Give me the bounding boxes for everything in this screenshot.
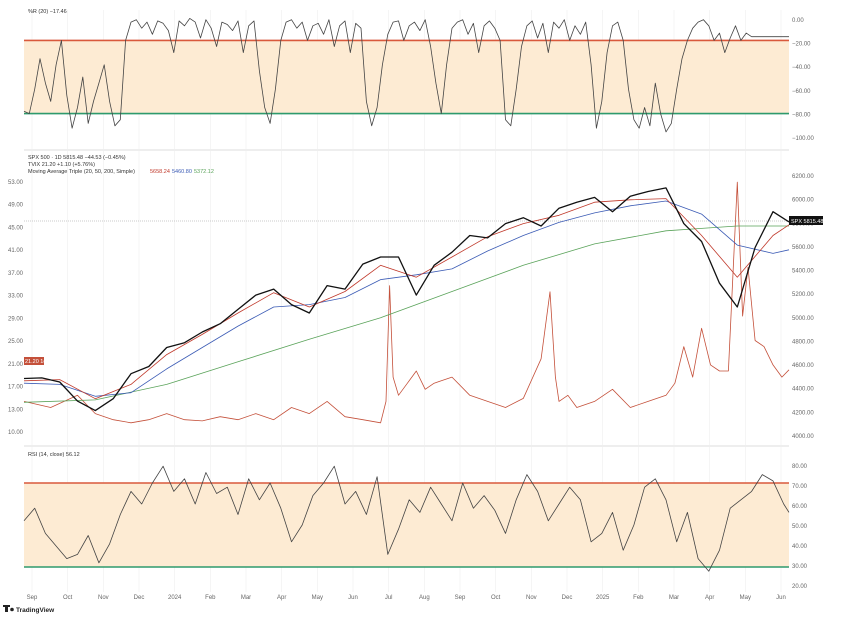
vix-scale: 53.00 49.00 45.00 41.00 37.00 33.00 29.00 25.00…	[8, 180, 24, 436]
spx-tick-label: 5600.00	[792, 245, 814, 251]
time-axis-tick-label: Jun	[348, 595, 358, 601]
williams-r-tick-label: −100.00	[792, 136, 815, 142]
spx-tick-label: 4200.00	[792, 410, 814, 416]
time-axis-tick-label: Mar	[669, 595, 679, 601]
vix-tick-label: 25.00	[8, 339, 24, 345]
spx-price-line	[23, 187, 790, 412]
rsi-tick-label: 60.00	[792, 504, 808, 510]
spx-price-scale: 6200.006000.005800.005600.005400.005200.…	[792, 174, 814, 440]
vix-value-tag: 21.20 1d	[24, 357, 46, 365]
vix-tick-label: 49.00	[8, 203, 24, 209]
time-axis-tick-label: Dec	[134, 595, 145, 601]
time-axis-tick-label: Feb	[633, 595, 644, 601]
spx-tick-label: 6000.00	[792, 198, 814, 204]
time-axis-tick-label: Nov	[526, 595, 537, 601]
williams-r-tick-label: −80.00	[792, 112, 811, 118]
spx-price-tag-text: SPX 5815.48	[791, 219, 823, 225]
vix-tick-label: 37.00	[8, 271, 24, 277]
williams-r-tick-label: −20.00	[792, 42, 811, 48]
tradingview-logo-icon[interactable]	[3, 605, 14, 612]
vix-tick-label: 53.00	[8, 180, 24, 186]
williams-r-tick-label: −60.00	[792, 89, 811, 95]
williams-r-scale: 0.00 −20.00 −40.00 −60.00 −80.00 −100.00	[792, 18, 815, 142]
rsi-band-fill	[24, 483, 789, 567]
time-axis-tick-label: Feb	[205, 595, 216, 601]
rsi-tick-label: 20.00	[792, 584, 808, 590]
ma20-value: 5658.24	[150, 169, 170, 175]
time-axis-tick-label: Jun	[776, 595, 786, 601]
vix-tick-label: 13.00	[8, 407, 24, 413]
time-axis-tick-label: May	[740, 595, 751, 601]
vix-tick-label: 10.00	[8, 430, 24, 436]
williams-r-band-fill	[24, 40, 789, 114]
vix-tick-label: 17.00	[8, 385, 24, 391]
rsi-line	[23, 465, 790, 572]
time-axis-tick-label: 2025	[596, 595, 610, 601]
williams-r-tick-label: −40.00	[792, 65, 811, 71]
time-axis-tick-label: Aug	[419, 595, 430, 601]
ma200-line	[23, 225, 789, 403]
spx-tick-label: 6200.00	[792, 174, 814, 180]
vix-line	[23, 181, 790, 424]
williams-r-tick-label: 0.00	[792, 18, 804, 24]
ma200-value: 5372.12	[194, 169, 214, 175]
vix-value-tag-text: 21.20 1d	[25, 359, 46, 365]
ma50-value: 5460.80	[172, 169, 192, 175]
spx-tick-label: 5400.00	[792, 269, 814, 275]
vix-legend: TVIX 21.20 +1.10 (+5.76%)	[28, 162, 95, 168]
rsi-tick-label: 30.00	[792, 564, 808, 570]
rsi-tick-label: 50.00	[792, 524, 808, 530]
williams-r-line	[23, 18, 789, 133]
williams-r-legend: %R (20) −17.46	[28, 9, 67, 15]
time-axis-tick-label: 2024	[168, 595, 182, 601]
rsi-tick-label: 80.00	[792, 464, 808, 470]
spx-legend: SPX 500 · 1D 5815.48 −44.53 (−0.45%)	[28, 155, 126, 161]
tradingview-wordmark[interactable]: TradingView	[16, 607, 55, 614]
time-axis-tick-label: Nov	[98, 595, 109, 601]
time-axis: Sep Oct Nov Dec 2024 Feb Mar Apr May Jun Jul Aug Sep…	[27, 595, 786, 601]
vix-tick-label: 29.00	[8, 316, 24, 322]
ma50-line	[23, 200, 790, 397]
time-axis-tick-label: Dec	[562, 595, 573, 601]
rsi-legend: RSI (14, close) 56.12	[28, 452, 80, 458]
time-axis-tick-label: Oct	[491, 595, 501, 601]
spx-tick-label: 4600.00	[792, 363, 814, 369]
time-axis-tick-label: Sep	[455, 595, 466, 601]
time-axis-tick-label: Sep	[27, 595, 38, 601]
rsi-scale: 80.00 70.00 60.00 50.00 40.00 30.00 20.00	[792, 464, 808, 590]
rsi-tick-label: 40.00	[792, 544, 808, 550]
spx-tick-label: 5200.00	[792, 292, 814, 298]
time-axis-tick-label: Apr	[277, 595, 286, 601]
time-axis-tick-label: Apr	[705, 595, 714, 601]
spx-tick-label: 4400.00	[792, 387, 814, 393]
spx-tick-label: 4800.00	[792, 339, 814, 345]
time-axis-tick-label: May	[312, 595, 323, 601]
middle-panel	[24, 152, 789, 444]
vix-tick-label: 45.00	[8, 225, 24, 231]
ma-triple-legend: Moving Average Triple (20, 50, 200, Simp…	[28, 169, 135, 175]
time-axis-tick-label: Jul	[385, 595, 393, 601]
rsi-tick-label: 70.00	[792, 484, 808, 490]
vix-tick-label: 33.00	[8, 294, 24, 300]
spx-tick-label: 5000.00	[792, 316, 814, 322]
vix-tick-label: 41.00	[8, 248, 24, 254]
series-layer	[23, 18, 790, 572]
time-axis-tick-label: Mar	[241, 595, 251, 601]
spx-price-tag: SPX 5815.48	[789, 216, 823, 225]
vix-tick-label: 21.00	[8, 362, 24, 368]
spx-tick-label: 4000.00	[792, 434, 814, 440]
time-axis-tick-label: Oct	[63, 595, 73, 601]
